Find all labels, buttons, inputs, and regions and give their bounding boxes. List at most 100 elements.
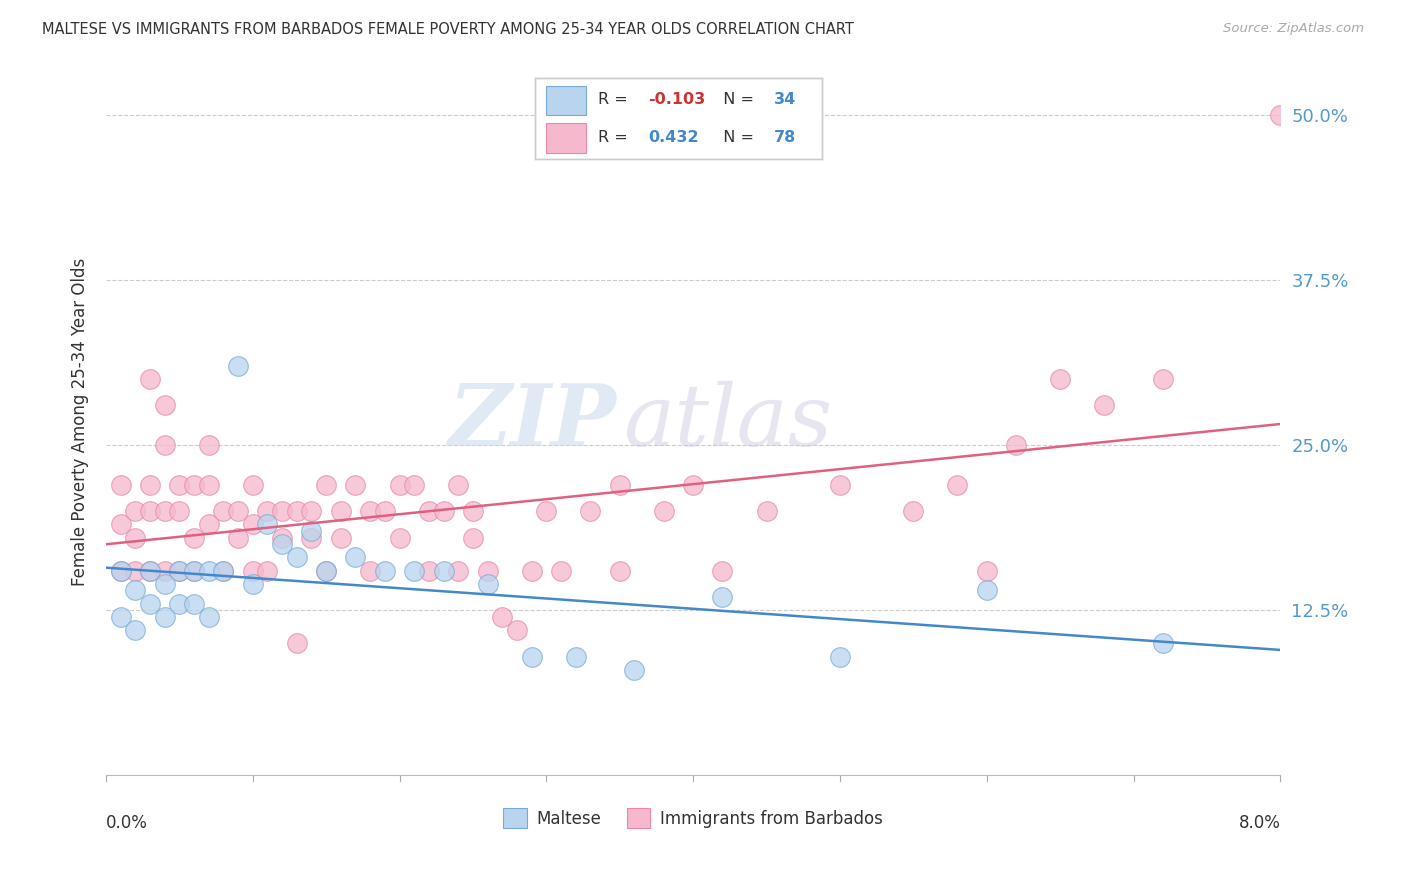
- Point: [183, 564, 205, 578]
- Point: [197, 477, 219, 491]
- Point: [828, 649, 851, 664]
- Point: [329, 504, 352, 518]
- Point: [1152, 372, 1174, 386]
- Point: [226, 359, 249, 373]
- Point: [271, 537, 294, 551]
- Point: [197, 610, 219, 624]
- Point: [447, 477, 470, 491]
- Point: [506, 623, 529, 637]
- Point: [418, 504, 440, 518]
- Point: [169, 564, 191, 578]
- Point: [197, 564, 219, 578]
- Point: [169, 597, 191, 611]
- Point: [242, 477, 264, 491]
- Point: [124, 531, 146, 545]
- Point: [461, 504, 484, 518]
- Point: [301, 504, 323, 518]
- Point: [139, 372, 162, 386]
- Point: [256, 564, 278, 578]
- Point: [946, 477, 969, 491]
- Point: [388, 531, 411, 545]
- Point: [139, 564, 162, 578]
- Point: [579, 504, 602, 518]
- Point: [183, 531, 205, 545]
- Point: [212, 564, 235, 578]
- Point: [404, 477, 426, 491]
- Point: [153, 438, 176, 452]
- Point: [550, 564, 572, 578]
- Point: [609, 564, 631, 578]
- Point: [491, 610, 513, 624]
- Point: [374, 504, 396, 518]
- Point: [110, 564, 132, 578]
- Point: [301, 524, 323, 538]
- Point: [110, 610, 132, 624]
- Point: [711, 564, 734, 578]
- Point: [110, 517, 132, 532]
- Point: [271, 504, 294, 518]
- Point: [359, 504, 381, 518]
- Point: [315, 477, 337, 491]
- Point: [359, 564, 381, 578]
- Point: [139, 504, 162, 518]
- Y-axis label: Female Poverty Among 25-34 Year Olds: Female Poverty Among 25-34 Year Olds: [72, 258, 89, 586]
- Point: [153, 610, 176, 624]
- Point: [682, 477, 704, 491]
- Point: [828, 477, 851, 491]
- Point: [183, 564, 205, 578]
- Point: [404, 564, 426, 578]
- Point: [226, 531, 249, 545]
- Point: [124, 623, 146, 637]
- Point: [1270, 108, 1292, 122]
- Point: [623, 663, 645, 677]
- Text: MALTESE VS IMMIGRANTS FROM BARBADOS FEMALE POVERTY AMONG 25-34 YEAR OLDS CORRELA: MALTESE VS IMMIGRANTS FROM BARBADOS FEMA…: [42, 22, 853, 37]
- Point: [1049, 372, 1071, 386]
- Point: [256, 504, 278, 518]
- Point: [242, 517, 264, 532]
- Point: [976, 583, 998, 598]
- Point: [153, 564, 176, 578]
- Point: [153, 577, 176, 591]
- Point: [139, 597, 162, 611]
- Point: [285, 550, 308, 565]
- Point: [477, 564, 499, 578]
- Point: [711, 590, 734, 604]
- Point: [329, 531, 352, 545]
- Text: ZIP: ZIP: [449, 380, 617, 464]
- Point: [432, 564, 454, 578]
- Point: [1152, 636, 1174, 650]
- Point: [169, 477, 191, 491]
- Point: [315, 564, 337, 578]
- Point: [344, 550, 367, 565]
- Point: [520, 649, 543, 664]
- Point: [169, 504, 191, 518]
- Point: [418, 564, 440, 578]
- Point: [1005, 438, 1028, 452]
- Legend: Maltese, Immigrants from Barbados: Maltese, Immigrants from Barbados: [496, 802, 890, 834]
- Point: [183, 477, 205, 491]
- Point: [242, 577, 264, 591]
- Point: [212, 564, 235, 578]
- Point: [139, 564, 162, 578]
- Point: [285, 504, 308, 518]
- Point: [183, 597, 205, 611]
- Point: [461, 531, 484, 545]
- Point: [226, 504, 249, 518]
- Point: [652, 504, 675, 518]
- Point: [271, 531, 294, 545]
- Point: [197, 517, 219, 532]
- Point: [139, 477, 162, 491]
- Point: [447, 564, 470, 578]
- Point: [477, 577, 499, 591]
- Point: [520, 564, 543, 578]
- Point: [564, 649, 586, 664]
- Point: [1092, 399, 1115, 413]
- Point: [110, 564, 132, 578]
- Point: [256, 517, 278, 532]
- Point: [242, 564, 264, 578]
- Point: [197, 438, 219, 452]
- Point: [976, 564, 998, 578]
- Point: [315, 564, 337, 578]
- Point: [212, 504, 235, 518]
- Point: [301, 531, 323, 545]
